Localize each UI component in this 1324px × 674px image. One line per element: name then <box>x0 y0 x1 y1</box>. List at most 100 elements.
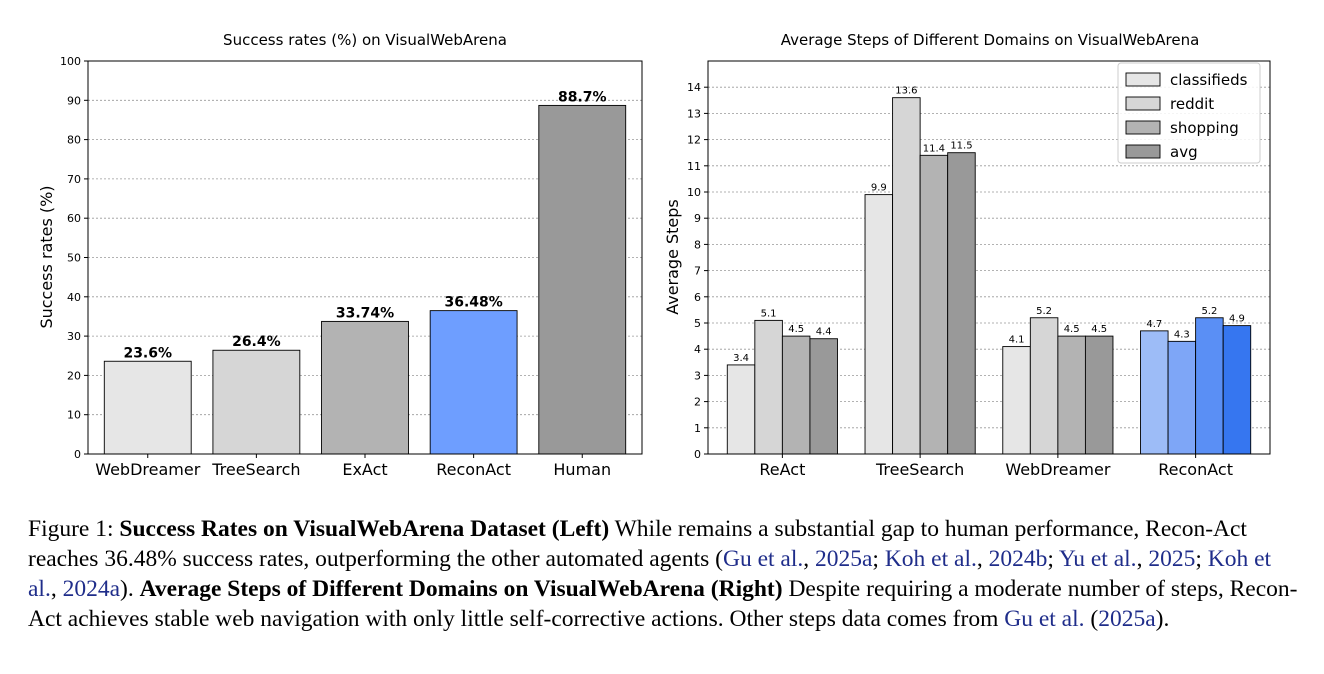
y-tick-label: 0 <box>694 448 701 461</box>
legend: classifieds reddit shopping avg <box>1117 62 1261 164</box>
bar-value-label: 5.1 <box>761 308 777 319</box>
x-tick-label: ReconAct <box>436 460 511 479</box>
citation-link[interactable]: 2024a <box>62 576 121 602</box>
citation-link[interactable]: Yu et al. <box>1058 546 1137 572</box>
y-tick-label: 30 <box>67 330 81 343</box>
bar-value-label: 3.4 <box>733 353 749 364</box>
bar-value-label: 5.2 <box>1201 306 1217 317</box>
bar <box>809 338 838 455</box>
bar <box>754 319 783 455</box>
bar-value-label: 33.74% <box>336 305 394 321</box>
bar <box>947 152 976 455</box>
citation-link[interactable]: Koh et al. <box>884 546 977 572</box>
x-tick-label: Human <box>553 460 611 479</box>
y-tick-label: 13 <box>687 107 701 120</box>
legend-swatch <box>1125 96 1161 111</box>
y-tick-label: 5 <box>694 317 701 330</box>
y-tick-label: 50 <box>67 252 81 265</box>
x-tick-label: ReconAct <box>1158 460 1233 479</box>
caption-label: Figure 1: <box>28 516 114 542</box>
citation-link[interactable]: 2025a <box>1098 606 1156 632</box>
bar-value-label: 11.5 <box>950 141 972 152</box>
y-tick-label: 14 <box>687 81 701 94</box>
y-tick-label: 2 <box>694 396 701 409</box>
bar <box>1140 330 1169 455</box>
caption-text-3: Despite requiring a moderate number of s… <box>28 576 1298 632</box>
y-tick-label: 100 <box>60 55 81 68</box>
legend-swatch <box>1125 72 1161 87</box>
caption-bold-left: Success Rates on VisualWebArena Dataset … <box>119 516 610 542</box>
y-tick-label: 10 <box>67 409 81 422</box>
legend-label: reddit <box>1170 95 1214 113</box>
legend-box <box>1117 62 1261 164</box>
y-tick-label: 10 <box>687 186 701 199</box>
bar <box>538 104 627 455</box>
bar <box>1057 335 1086 455</box>
y-tick-label: 8 <box>694 238 701 251</box>
citation-link[interactable]: 2024b <box>988 546 1048 572</box>
bar-value-label: 4.7 <box>1146 319 1162 330</box>
y-tick-label: 80 <box>67 134 81 147</box>
y-tick-label: 0 <box>74 448 81 461</box>
figure-charts: Success rates (%) on VisualWebArena 0102… <box>37 31 1271 479</box>
citation-link[interactable]: 2025 <box>1148 546 1196 572</box>
bar-value-label: 4.5 <box>1091 324 1107 335</box>
bar-value-label: 23.6% <box>123 345 172 361</box>
y-tick-label: 1 <box>694 422 701 435</box>
x-tick-label: WebDreamer <box>1005 460 1111 479</box>
left-y-axis-label: Success rates (%) <box>37 185 56 328</box>
y-tick-label: 20 <box>67 369 81 382</box>
bar-value-label: 13.6 <box>895 86 917 97</box>
y-tick-label: 9 <box>694 212 701 225</box>
caption-text-4: ). <box>1155 606 1170 632</box>
legend-swatch <box>1125 144 1161 159</box>
y-tick-label: 90 <box>67 94 81 107</box>
caption-text-1: While remains a substantial gap to human… <box>28 516 1247 572</box>
bar <box>781 335 811 455</box>
legend-label: shopping <box>1170 119 1239 137</box>
bar-value-label: 4.4 <box>816 327 832 338</box>
y-tick-label: 7 <box>694 265 701 278</box>
bar <box>1222 325 1252 455</box>
bar-value-label: 4.5 <box>1064 324 1080 335</box>
bar <box>1029 317 1059 455</box>
bar-value-label: 88.7% <box>558 89 607 105</box>
bar <box>1002 346 1031 455</box>
left-plot-frame <box>87 60 643 455</box>
bar-value-label: 4.9 <box>1229 314 1245 325</box>
bar <box>892 97 921 455</box>
legend-swatch <box>1125 120 1161 135</box>
bar-value-label: 4.1 <box>1009 335 1025 346</box>
bar-value-label: 4.5 <box>788 324 804 335</box>
bar <box>1084 335 1114 455</box>
bar-value-label: 11.4 <box>923 143 945 154</box>
x-tick-label: TreeSearch <box>875 460 964 479</box>
success-rate-chart: Success rates (%) on VisualWebArena 0 10 2… <box>37 31 643 479</box>
y-tick-label: 60 <box>67 212 81 225</box>
y-tick-label: 3 <box>694 369 701 382</box>
x-tick-label: TreeSearch <box>211 460 300 479</box>
y-tick-label: 11 <box>687 160 701 173</box>
right-plot-frame <box>707 60 1271 455</box>
bar <box>919 154 949 455</box>
caption-bold-right: Average Steps of Different Domains on Vi… <box>139 576 783 602</box>
bar <box>1195 317 1224 455</box>
y-tick-label: 40 <box>67 291 81 304</box>
citation-link[interactable]: Gu et al. <box>722 546 804 572</box>
x-tick-label: ReAct <box>759 460 805 479</box>
bar <box>212 349 301 455</box>
citation-link[interactable]: 2025a <box>814 546 873 572</box>
bar <box>429 310 518 455</box>
x-tick-label: WebDreamer <box>95 460 201 479</box>
citation-link[interactable]: Koh et al. <box>28 546 1272 602</box>
citation-link[interactable]: Gu et al. <box>1004 606 1085 632</box>
y-tick-label: 12 <box>687 134 701 147</box>
bar <box>726 364 756 455</box>
x-tick-label: ExAct <box>342 460 387 479</box>
right-chart-title: Average Steps of Different Domains on Vi… <box>781 31 1200 49</box>
right-y-axis-label: Average Steps <box>663 199 682 315</box>
bar-value-label: 9.9 <box>871 183 887 194</box>
y-tick-label: 4 <box>694 343 701 356</box>
bar <box>321 320 409 455</box>
bar <box>103 360 192 455</box>
